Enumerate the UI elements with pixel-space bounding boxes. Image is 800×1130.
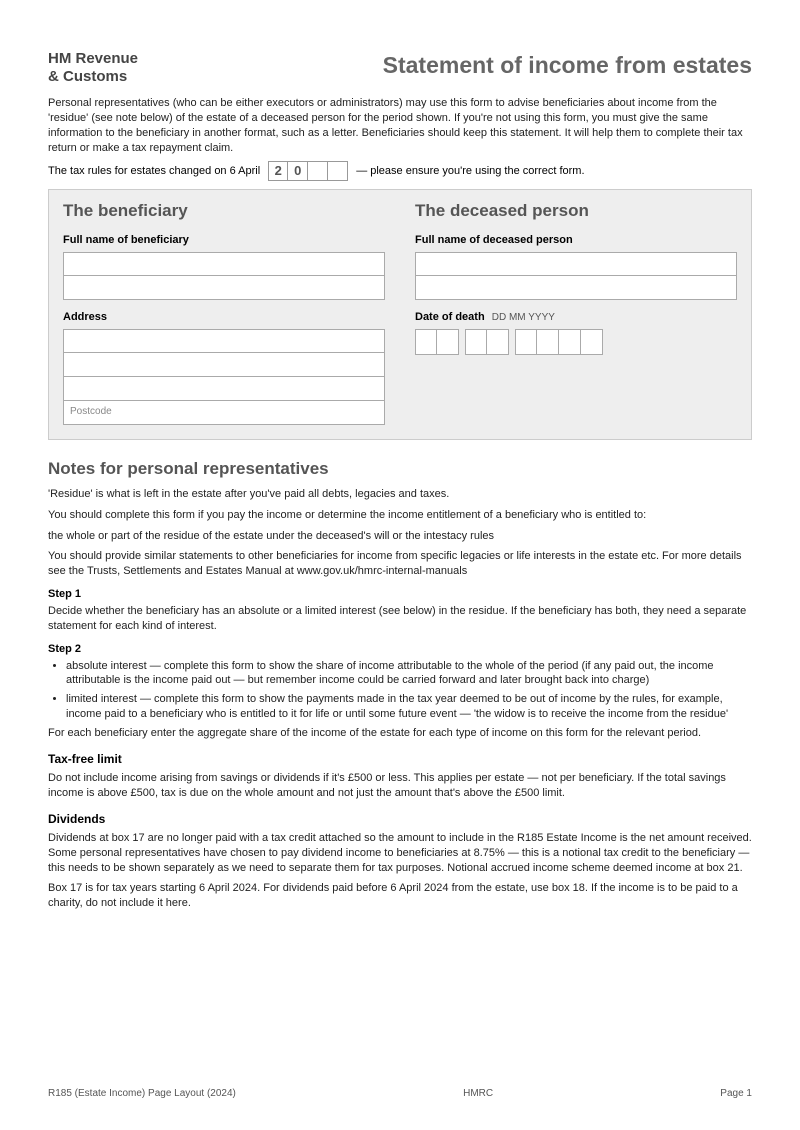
year-suffix: — please ensure you're using the correct… (356, 164, 584, 179)
date-month-1[interactable] (465, 329, 487, 355)
dividends-p2: Box 17 is for tax years starting 6 April… (48, 881, 752, 911)
dividends-p1: Dividends at box 17 are no longer paid w… (48, 831, 752, 876)
beneficiary-postcode-input[interactable]: Postcode (63, 401, 385, 425)
step-2-bullets: absolute interest — complete this form t… (66, 659, 752, 722)
step-2-para: For each beneficiary enter the aggregate… (48, 726, 752, 741)
beneficiary-name-input-2[interactable] (63, 276, 385, 300)
footer-right: Page 1 (720, 1087, 752, 1101)
year-digit-2[interactable]: 0 (288, 161, 308, 181)
deceased-name-label: Full name of deceased person (415, 233, 737, 248)
date-year-2[interactable] (537, 329, 559, 355)
header-row: HM Revenue & Customs Statement of income… (48, 50, 752, 86)
info-panel: The beneficiary Full name of beneficiary… (48, 189, 752, 440)
tax-free-text: Do not include income arising from savin… (48, 771, 752, 801)
year-digit-1[interactable]: 2 (268, 161, 288, 181)
date-of-death-label: Date of death DD MM YYYY (415, 310, 737, 325)
date-month-2[interactable] (487, 329, 509, 355)
footer-center: HMRC (463, 1087, 493, 1101)
beneficiary-name-label: Full name of beneficiary (63, 233, 385, 248)
deceased-name-input-2[interactable] (415, 276, 737, 300)
step-2-label: Step 2 (48, 642, 752, 657)
year-digit-4[interactable] (328, 161, 348, 181)
page-title: Statement of income from estates (383, 50, 752, 81)
logo-line-1: HM Revenue (48, 50, 138, 68)
date-year-4[interactable] (581, 329, 603, 355)
beneficiary-heading: The beneficiary (63, 200, 385, 223)
beneficiary-address-input-3[interactable] (63, 377, 385, 401)
beneficiary-name-input-1[interactable] (63, 252, 385, 276)
notes-p3: the whole or part of the residue of the … (48, 529, 752, 544)
step-2-bullet-1: absolute interest — complete this form t… (66, 659, 752, 689)
deceased-column: The deceased person Full name of decease… (415, 200, 737, 425)
date-year-3[interactable] (559, 329, 581, 355)
beneficiary-address-input-2[interactable] (63, 353, 385, 377)
step-2-bullet-2: limited interest — complete this form to… (66, 692, 752, 722)
notes-p1: 'Residue' is what is left in the estate … (48, 487, 752, 502)
notes-heading: Notes for personal representatives (48, 458, 752, 481)
logo-line-2: & Customs (48, 68, 138, 86)
deceased-heading: The deceased person (415, 200, 737, 223)
footer-left: R185 (Estate Income) Page Layout (2024) (48, 1087, 236, 1101)
date-year-1[interactable] (515, 329, 537, 355)
page-footer: R185 (Estate Income) Page Layout (2024) … (48, 1087, 752, 1101)
beneficiary-address-input-1[interactable] (63, 329, 385, 353)
year-boxes: 2 0 (268, 161, 348, 181)
date-label-text: Date of death (415, 311, 485, 323)
step-1-label: Step 1 (48, 587, 752, 602)
date-day-1[interactable] (415, 329, 437, 355)
date-day-2[interactable] (437, 329, 459, 355)
dividends-heading: Dividends (48, 811, 752, 827)
hmrc-logo: HM Revenue & Customs (48, 50, 138, 86)
intro-paragraph: Personal representatives (who can be eit… (48, 96, 752, 155)
tax-free-heading: Tax-free limit (48, 751, 752, 767)
notes-p4: You should provide similar statements to… (48, 549, 752, 579)
year-row: The tax rules for estates changed on 6 A… (48, 161, 752, 181)
beneficiary-address-label: Address (63, 310, 385, 325)
year-prefix: The tax rules for estates changed on 6 A… (48, 164, 260, 179)
year-digit-3[interactable] (308, 161, 328, 181)
date-of-death-boxes (415, 329, 737, 355)
beneficiary-column: The beneficiary Full name of beneficiary… (63, 200, 385, 425)
step-1-text: Decide whether the beneficiary has an ab… (48, 604, 752, 634)
deceased-name-input-1[interactable] (415, 252, 737, 276)
notes-p2: You should complete this form if you pay… (48, 508, 752, 523)
date-format: DD MM YYYY (492, 312, 555, 323)
